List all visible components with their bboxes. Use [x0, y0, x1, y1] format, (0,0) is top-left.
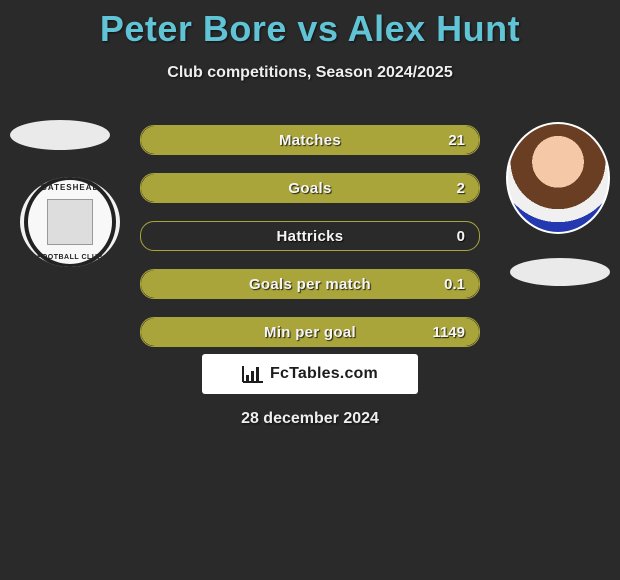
bar-label: Goals — [141, 174, 479, 202]
left-club-badge: GATESHEAD FOOTBALL CLUB — [20, 177, 120, 267]
bar-right-value: 2 — [457, 174, 465, 202]
bar-right-value: 1149 — [432, 318, 465, 346]
right-club-badge-placeholder — [510, 258, 610, 286]
bar-row-matches: Matches 21 — [140, 125, 480, 155]
brand-text: FcTables.com — [270, 365, 378, 383]
bar-chart-icon — [242, 365, 264, 383]
bar-label: Goals per match — [141, 270, 479, 298]
bar-row-goals-per-match: Goals per match 0.1 — [140, 269, 480, 299]
club-badge-center-graphic — [47, 199, 93, 245]
bar-label: Min per goal — [141, 318, 479, 346]
left-player-avatar-placeholder — [10, 120, 110, 150]
club-badge-text-bottom: FOOTBALL CLUB — [37, 254, 103, 261]
page-title: Peter Bore vs Alex Hunt — [0, 0, 620, 50]
comparison-infographic: Peter Bore vs Alex Hunt Club competition… — [0, 0, 620, 580]
right-player-avatar — [506, 122, 610, 234]
brand-box[interactable]: FcTables.com — [202, 354, 418, 394]
bar-row-goals: Goals 2 — [140, 173, 480, 203]
comparison-bars: Matches 21 Goals 2 Hattricks 0 Goals per… — [140, 125, 480, 365]
bar-row-min-per-goal: Min per goal 1149 — [140, 317, 480, 347]
bar-right-value: 0.1 — [444, 270, 465, 298]
bar-right-value: 0 — [457, 222, 465, 250]
bar-label: Hattricks — [141, 222, 479, 250]
bar-label: Matches — [141, 126, 479, 154]
club-badge-gateshead: GATESHEAD FOOTBALL CLUB — [24, 177, 116, 267]
page-subtitle: Club competitions, Season 2024/2025 — [0, 64, 620, 82]
bar-right-value: 21 — [448, 126, 465, 154]
bar-row-hattricks: Hattricks 0 — [140, 221, 480, 251]
date-text: 28 december 2024 — [0, 410, 620, 428]
club-badge-text-top: GATESHEAD — [41, 183, 100, 192]
